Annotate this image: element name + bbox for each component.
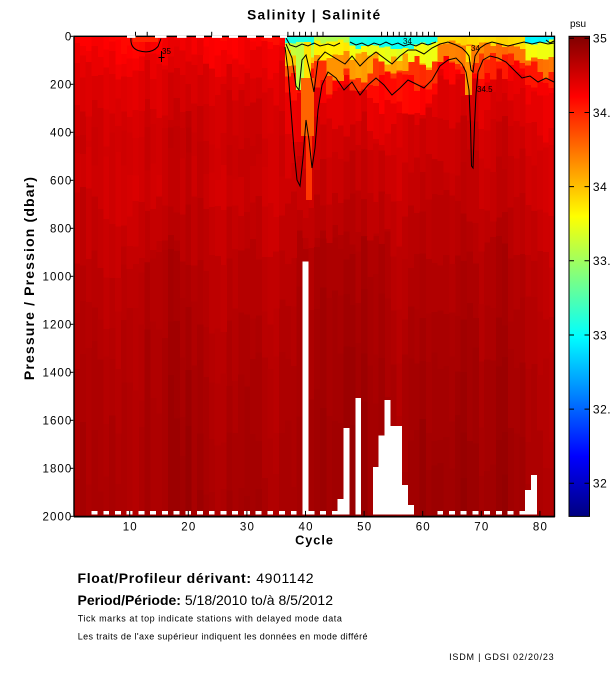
svg-text:35: 35 bbox=[162, 47, 171, 56]
svg-text:2000: 2000 bbox=[43, 511, 73, 523]
svg-text:1600: 1600 bbox=[43, 415, 73, 427]
svg-text:400: 400 bbox=[50, 127, 72, 139]
svg-text:60: 60 bbox=[416, 522, 431, 534]
svg-text:1800: 1800 bbox=[43, 463, 73, 475]
svg-text:34: 34 bbox=[593, 180, 607, 194]
svg-text:Float/Profileur dérivant: 4901: Float/Profileur dérivant: 4901142 bbox=[78, 570, 315, 586]
svg-text:34: 34 bbox=[403, 37, 412, 46]
svg-text:10: 10 bbox=[123, 522, 138, 534]
svg-text:800: 800 bbox=[50, 223, 72, 235]
svg-text:70: 70 bbox=[474, 522, 489, 534]
svg-text:50: 50 bbox=[357, 522, 372, 534]
svg-text:600: 600 bbox=[50, 175, 72, 187]
svg-text:200: 200 bbox=[50, 79, 72, 91]
svg-text:Les traits de l'axe supérieur: Les traits de l'axe supérieur indiquent … bbox=[78, 631, 368, 641]
svg-text:80: 80 bbox=[533, 522, 548, 534]
svg-text:1000: 1000 bbox=[43, 271, 73, 283]
svg-text:34.5: 34.5 bbox=[477, 85, 493, 94]
svg-text:33: 33 bbox=[593, 328, 607, 342]
svg-text:32.5: 32.5 bbox=[593, 402, 611, 416]
svg-text:Pressure / Pression (dbar): Pressure / Pression (dbar) bbox=[21, 176, 37, 380]
svg-text:35: 35 bbox=[593, 32, 607, 46]
svg-text:ISDM | GDSI 02/20/23: ISDM | GDSI 02/20/23 bbox=[449, 652, 554, 662]
svg-text:Salinity | Salinité: Salinity | Salinité bbox=[247, 7, 381, 22]
svg-text:32: 32 bbox=[593, 477, 607, 491]
svg-text:34: 34 bbox=[471, 44, 480, 53]
svg-text:30: 30 bbox=[240, 522, 255, 534]
svg-text:1200: 1200 bbox=[43, 319, 73, 331]
svg-text:40: 40 bbox=[298, 522, 313, 534]
svg-text:34.5: 34.5 bbox=[593, 106, 611, 120]
svg-text:Cycle: Cycle bbox=[295, 534, 334, 548]
svg-text:20: 20 bbox=[181, 522, 196, 534]
svg-text:Tick marks at top indicate sta: Tick marks at top indicate stations with… bbox=[78, 613, 343, 623]
svg-text:33.5: 33.5 bbox=[593, 254, 611, 268]
svg-text:0: 0 bbox=[65, 31, 72, 43]
svg-text:psu: psu bbox=[570, 19, 586, 30]
svg-text:1400: 1400 bbox=[43, 367, 73, 379]
